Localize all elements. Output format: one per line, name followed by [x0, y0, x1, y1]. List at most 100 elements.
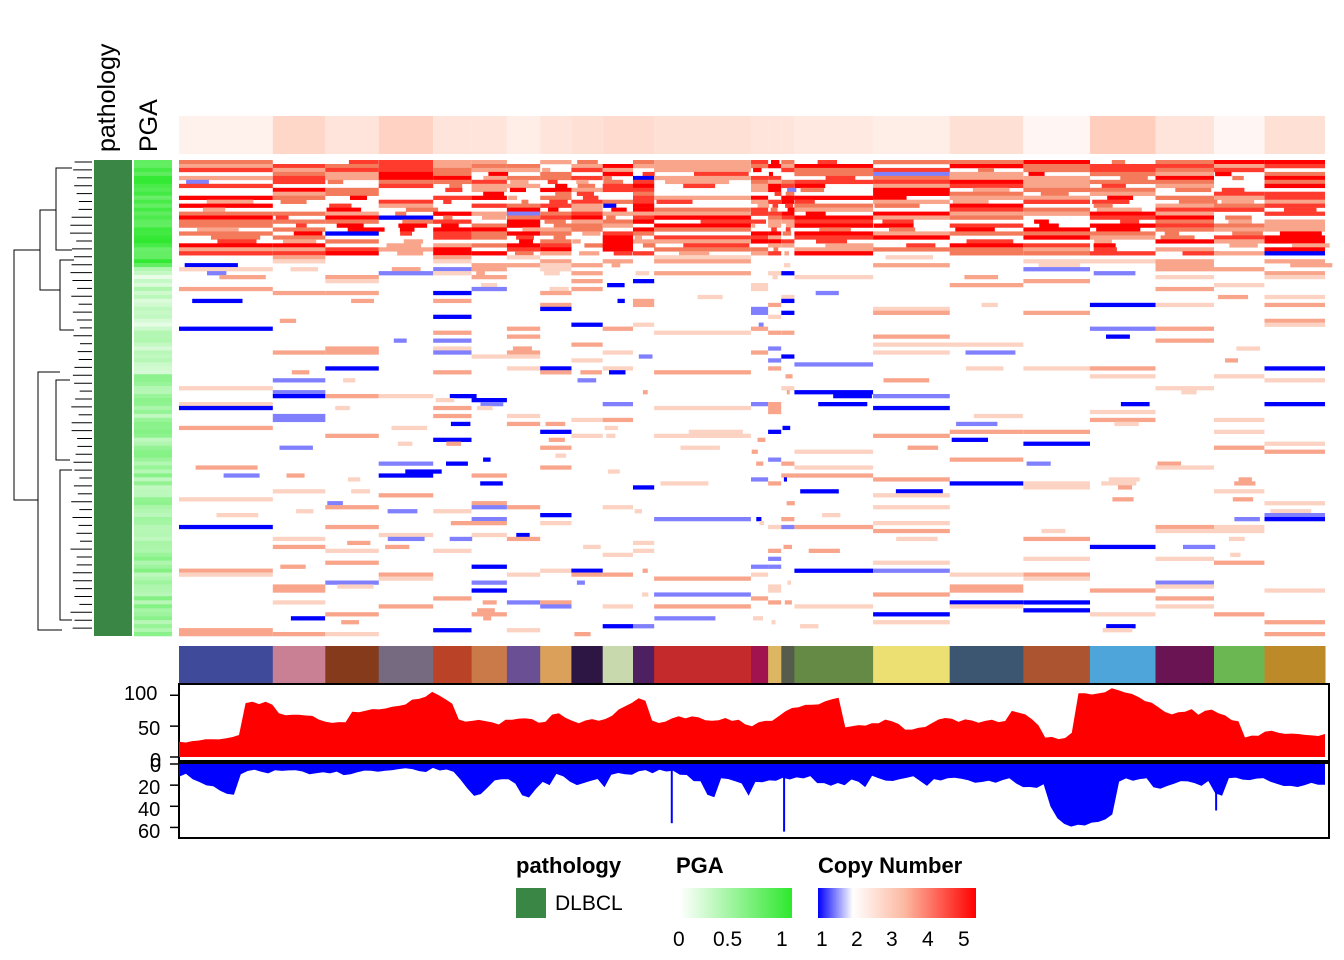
pga-row-cell — [134, 310, 172, 315]
heatmap-cell — [1155, 275, 1214, 280]
heatmap-cell — [223, 473, 260, 478]
heatmap-cell — [949, 207, 1024, 212]
heatmap-cell — [966, 239, 1014, 244]
heatmap-cell — [1264, 239, 1325, 244]
heatmap-cell — [397, 441, 413, 446]
heatmap-cell — [508, 195, 518, 200]
heatmap-cell — [1089, 326, 1156, 331]
heatmap-cell — [506, 350, 541, 355]
heatmap-cell — [1234, 517, 1260, 522]
heatmap-cell — [1214, 191, 1265, 196]
heatmap-cell — [1106, 334, 1130, 339]
heatmap-cell — [1107, 195, 1134, 200]
heatmap-cell — [833, 394, 872, 399]
heatmap-cell — [873, 263, 950, 268]
heatmap-cell — [781, 219, 795, 224]
heatmap-cell — [378, 171, 434, 177]
heatmap-cell — [1093, 247, 1117, 252]
heatmap-cell — [768, 402, 782, 407]
heatmap-cell — [654, 405, 751, 411]
heatmap-cell — [1264, 179, 1325, 185]
pga-row-cell — [134, 235, 172, 240]
heatmap-cell — [602, 552, 633, 557]
heatmap-cell — [602, 247, 633, 252]
heatmap-cell — [783, 544, 792, 550]
heatmap-cell — [583, 544, 601, 550]
pga-row-cell — [134, 453, 172, 458]
heatmap-cell — [335, 405, 350, 411]
heatmap-cell — [1089, 612, 1156, 617]
heatmap-cell — [512, 346, 532, 351]
heatmap-cell — [966, 366, 1004, 371]
heatmap-cell — [443, 215, 453, 220]
heatmap-cell — [519, 239, 533, 244]
heatmap-cell — [433, 509, 472, 514]
heatmap-cell — [751, 564, 769, 569]
column-pga-cell — [602, 116, 633, 154]
heatmap-cell — [378, 271, 434, 276]
chromosome-segment — [378, 646, 434, 684]
heatmap-cell — [1039, 223, 1059, 228]
heatmap-cell — [751, 251, 769, 256]
heatmap-cell — [633, 227, 655, 232]
heatmap-cell — [571, 433, 603, 438]
heatmap-cell — [179, 215, 273, 220]
heatmap-cell — [949, 247, 1024, 252]
heatmap-cell — [522, 227, 544, 232]
heatmap-cell — [179, 568, 273, 573]
pga-row-cell — [134, 179, 172, 185]
cn-legend-title: Copy Number — [818, 853, 963, 878]
heatmap-cell — [1234, 481, 1256, 486]
chromosome-segment — [179, 646, 274, 684]
heatmap-cell — [540, 203, 572, 208]
heatmap-cell — [347, 540, 371, 546]
heatmap-cell — [1094, 239, 1112, 244]
heatmap-cell — [219, 275, 266, 280]
heatmap-cell — [1155, 215, 1214, 220]
heatmap-cell — [179, 405, 273, 411]
heatmap-cell — [1264, 271, 1325, 276]
heatmap-cell — [1155, 326, 1214, 331]
heatmap-cell — [768, 243, 782, 248]
heatmap-cell — [506, 243, 541, 248]
heatmap-cell — [433, 167, 472, 173]
heatmap-cell — [1155, 286, 1214, 292]
heatmap-cell — [602, 350, 633, 355]
heatmap-cell — [574, 632, 591, 637]
pga-row-cell — [134, 334, 172, 339]
heatmap-cell — [179, 326, 273, 331]
heatmap-cell — [577, 378, 597, 383]
heatmap-cell — [1023, 600, 1090, 605]
pga-row-cell — [134, 219, 172, 224]
heatmap-cell — [781, 517, 795, 522]
heatmap-cell — [572, 239, 581, 244]
heatmap-cell — [325, 167, 379, 173]
heatmap-cell — [768, 164, 782, 169]
heatmap-cell — [1214, 164, 1265, 169]
heatmap-cell — [768, 600, 782, 605]
heatmap-cell — [1214, 203, 1265, 208]
heatmap-cell — [654, 239, 751, 244]
heatmap-cell — [949, 160, 1024, 165]
heatmap-cell — [184, 263, 238, 268]
heatmap-cell — [949, 584, 1024, 589]
heatmap-cell — [1023, 572, 1090, 577]
pga-row-cell — [134, 263, 172, 268]
heatmap-cell — [1102, 628, 1133, 633]
pga-row-cell — [134, 445, 172, 450]
heatmap-cell — [768, 556, 782, 561]
heatmap-cell — [874, 203, 920, 208]
heatmap-cell — [272, 378, 326, 383]
heatmap-cell — [179, 167, 273, 173]
heatmap-cell — [506, 207, 541, 212]
heatmap-cell — [471, 167, 507, 173]
heatmap-cell — [751, 211, 769, 216]
heatmap-cell — [949, 342, 1024, 347]
heatmap-cell — [571, 263, 603, 268]
heatmap-cell — [471, 612, 507, 617]
heatmap-cell — [325, 632, 379, 637]
heatmap-cell — [483, 175, 507, 181]
heatmap-cell — [378, 160, 434, 165]
heatmap-cell — [1229, 243, 1258, 248]
heatmap-cell — [506, 255, 541, 260]
